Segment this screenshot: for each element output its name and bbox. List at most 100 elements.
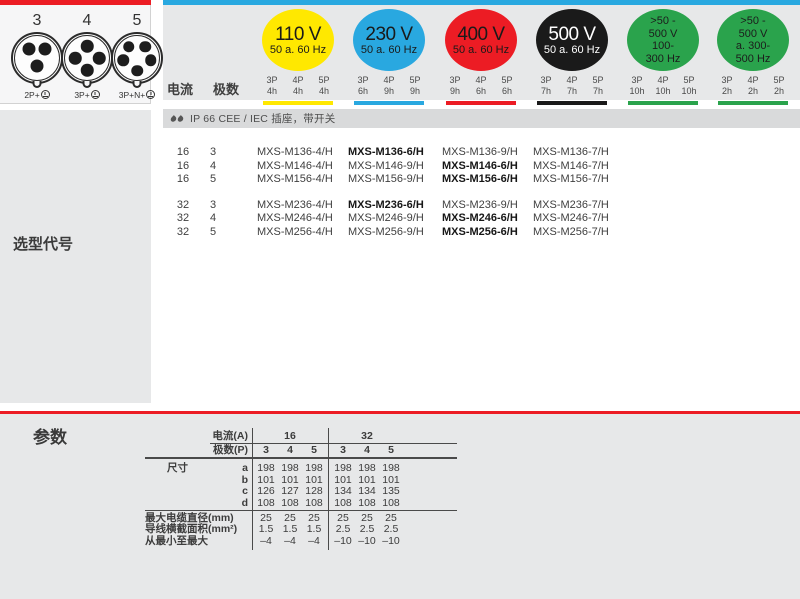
dim-value: 134: [334, 485, 352, 497]
dim-value: 101: [334, 473, 352, 486]
spec-value: –4: [260, 534, 272, 547]
connector-3-pin: 3 2P+: [10, 8, 64, 100]
pole-label: 3P: [357, 75, 369, 85]
connector-face-icon: [111, 32, 163, 88]
params-current-group-16: 16: [284, 430, 296, 442]
model-number: MXS-M136-7/H: [533, 146, 609, 158]
row-current-value: 16: [176, 173, 190, 185]
dim-value: 128: [305, 485, 323, 497]
params-pole-header: 4: [364, 444, 370, 456]
connector-face-icon: [61, 32, 113, 88]
pole-label: 5P: [773, 75, 785, 85]
ip66-section-title: IP 66 CEE / IEC 插座，带开关: [190, 113, 336, 125]
params-pole-header: 3: [340, 444, 346, 456]
model-number: MXS-M246-9/H: [348, 212, 424, 224]
water-drop-icon: [176, 114, 185, 123]
pole-hour-column: 3P 6h: [350, 75, 376, 96]
pole-hour-column: 5P 6h: [494, 75, 520, 96]
model-number: MXS-M156-7/H: [533, 173, 609, 185]
pole-label: 3P: [721, 75, 733, 85]
pole-hour-column: 4P 9h: [376, 75, 402, 96]
connector-5-pin: 5 3P+N+: [110, 8, 164, 100]
dim-value: 108: [281, 496, 299, 509]
hour-label: 6h: [501, 85, 512, 96]
params-pole-header: 3: [263, 444, 269, 456]
hour-label: 9h: [449, 85, 460, 96]
model-number: MXS-M256-7/H: [533, 225, 609, 238]
dim-value: 198: [257, 462, 275, 474]
hour-label: 4h: [318, 85, 329, 96]
dim-value: 198: [281, 462, 299, 474]
voltage-circle-text: 50 a. 60 Hz: [543, 43, 601, 56]
voltage-circle-text: 500 V: [648, 27, 678, 40]
pole-label: 4P: [475, 75, 487, 85]
dim-row-key: b: [241, 473, 248, 486]
voltage-circle-text: 400 V: [457, 23, 505, 45]
pole-label: 4P: [566, 75, 578, 85]
row-poles-value: 4: [209, 159, 217, 172]
pole-label: 3P: [540, 75, 552, 85]
connector-pin-dot: [80, 39, 94, 53]
row-poles-value: 5: [209, 225, 217, 238]
hour-label: 6h: [357, 85, 368, 96]
table-rule: [145, 510, 457, 511]
row-current-value: 32: [176, 225, 190, 238]
model-number: MXS-M146-4/H: [257, 159, 333, 172]
pole-label: 4P: [657, 75, 669, 85]
pole-hour-column: 5P 10h: [676, 75, 702, 96]
dim-value: 198: [382, 462, 400, 474]
selection-section-title: 选型代号: [13, 236, 74, 253]
voltage-color-bar: [537, 101, 607, 105]
hour-label: 2h: [773, 85, 784, 96]
params-pole-header: 4: [287, 444, 293, 456]
row-current-value: 16: [176, 159, 190, 172]
spec-value: 25: [337, 511, 349, 524]
hour-label: 10h: [655, 85, 671, 96]
hour-label: 2h: [721, 85, 732, 96]
earth-ground-icon: [40, 90, 50, 99]
connector-pin-dot: [80, 63, 94, 77]
pole-hour-column: 5P 4h: [311, 75, 337, 96]
top-red-bar: [0, 0, 151, 5]
pole-hour-column: 3P 9h: [442, 75, 468, 96]
connector-pin-count: 5: [132, 12, 142, 29]
spec-value: –10: [382, 534, 400, 547]
model-number: MXS-M236-6/H: [348, 198, 424, 211]
pole-hour-column: 4P 10h: [650, 75, 676, 96]
model-number: MXS-M156-9/H: [348, 173, 424, 185]
spec-value: 25: [361, 511, 373, 524]
parameters-section-title: 参数: [33, 428, 67, 447]
model-table-row: 16 3 MXS-M136-4/H MXS-M136-6/H MXS-M136-9/H M…: [163, 146, 800, 159]
row-current-value: 16: [176, 146, 190, 158]
model-number: MXS-M236-9/H: [442, 198, 518, 211]
model-number: MXS-M246-7/H: [533, 212, 609, 224]
hour-label: 2h: [747, 85, 758, 96]
voltage-circle-text: 50 a. 60 Hz: [360, 43, 418, 56]
dim-value: 101: [358, 473, 376, 486]
connector-face-icon: [11, 32, 63, 88]
dim-value: 126: [257, 485, 275, 497]
connector-keyway: [132, 81, 142, 88]
dim-row-key: a: [242, 462, 248, 474]
pole-hour-column: 4P 7h: [559, 75, 585, 96]
model-table-row: 16 5 MXS-M156-4/H MXS-M156-9/H MXS-M156-6/H M…: [163, 173, 800, 186]
table-rule-heavy: [145, 457, 457, 459]
voltage-circle-text: a. 300-: [735, 40, 771, 52]
voltage-circle: 230 V 50 a. 60 Hz: [353, 9, 425, 71]
voltage-color-bar: [263, 101, 333, 105]
pole-label: 5P: [683, 75, 695, 85]
voltage-circle-text: 50 a. 60 Hz: [452, 43, 510, 56]
spec-value: 25: [284, 511, 296, 524]
spec-value: –10: [358, 534, 376, 547]
pole-hour-column: 5P 7h: [585, 75, 611, 96]
pole-hour-column: 4P 2h: [740, 75, 766, 96]
pole-label: 4P: [383, 75, 395, 85]
table-rule: [210, 443, 457, 444]
spec-value: –10: [334, 534, 352, 547]
voltage-circle-text: 50 a. 60 Hz: [269, 43, 327, 56]
voltage-color-bar: [354, 101, 424, 105]
connector-pin-dot: [123, 41, 135, 53]
voltage-color-bar: [628, 101, 698, 105]
